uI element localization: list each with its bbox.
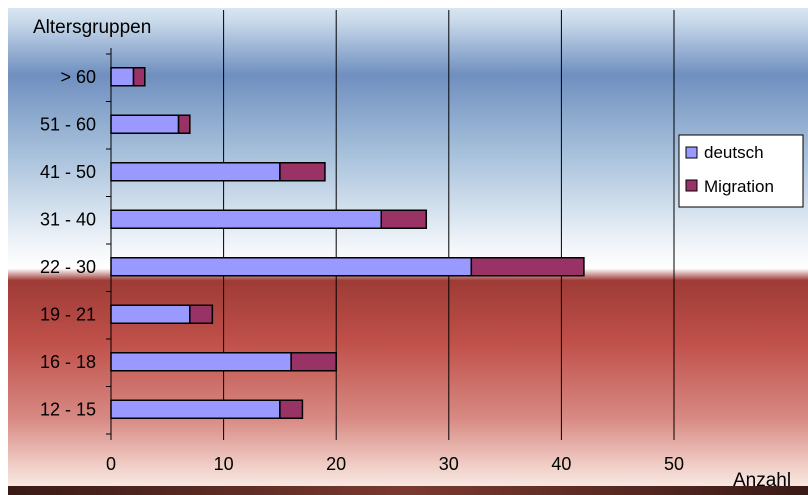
x-tick-label: 10 xyxy=(214,454,234,474)
y-axis-title: Altersgruppen xyxy=(33,17,151,38)
bar-deutsch-7 xyxy=(110,67,135,87)
y-tick-label: 41 - 50 xyxy=(40,162,96,182)
x-tick-label: 20 xyxy=(326,454,346,474)
bar-deutsch-1 xyxy=(110,352,292,372)
y-tick-label: 19 - 21 xyxy=(40,304,96,324)
legend-label-migration: Migration xyxy=(704,177,774,196)
bar-deutsch-3 xyxy=(110,257,473,277)
legend: deutsch Migration xyxy=(678,134,804,208)
y-tick-label: > 60 xyxy=(60,67,96,87)
y-tick-label: 51 - 60 xyxy=(40,114,96,134)
bar-migration-5 xyxy=(279,162,326,182)
x-tick-label: 50 xyxy=(664,454,684,474)
bar-migration-7 xyxy=(132,67,146,87)
chart-bottom-edge xyxy=(8,486,808,495)
tick-labels: 0 10 20 30 40 50 12 - 15 16 - 18 19 - 21 22 - 30 3… xyxy=(40,67,684,474)
legend-box xyxy=(678,134,804,208)
bar-migration-4 xyxy=(380,209,428,229)
x-tick-label: 0 xyxy=(106,454,116,474)
bar-migration-6 xyxy=(177,114,191,134)
bar-migration-1 xyxy=(290,352,337,372)
bar-migration-0 xyxy=(279,399,304,419)
bar-deutsch-4 xyxy=(110,209,382,229)
bar-migration-3 xyxy=(470,257,585,277)
bar-deutsch-2 xyxy=(110,304,191,324)
bar-deutsch-5 xyxy=(110,162,281,182)
y-tick-label: 12 - 15 xyxy=(40,399,96,419)
y-tick-label: 31 - 40 xyxy=(40,209,96,229)
legend-swatch-deutsch xyxy=(685,146,698,159)
x-axis-title: Anzahl xyxy=(733,470,791,491)
legend-label-deutsch: deutsch xyxy=(704,143,764,162)
bar-deutsch-6 xyxy=(110,114,180,134)
legend-swatch-migration xyxy=(685,179,698,192)
x-tick-label: 40 xyxy=(551,454,571,474)
bars xyxy=(110,67,585,419)
y-tick-label: 16 - 18 xyxy=(40,352,96,372)
x-tick-label: 30 xyxy=(439,454,459,474)
y-tick-label: 22 - 30 xyxy=(40,257,96,277)
bar-deutsch-0 xyxy=(110,399,281,419)
bar-migration-2 xyxy=(189,304,214,324)
